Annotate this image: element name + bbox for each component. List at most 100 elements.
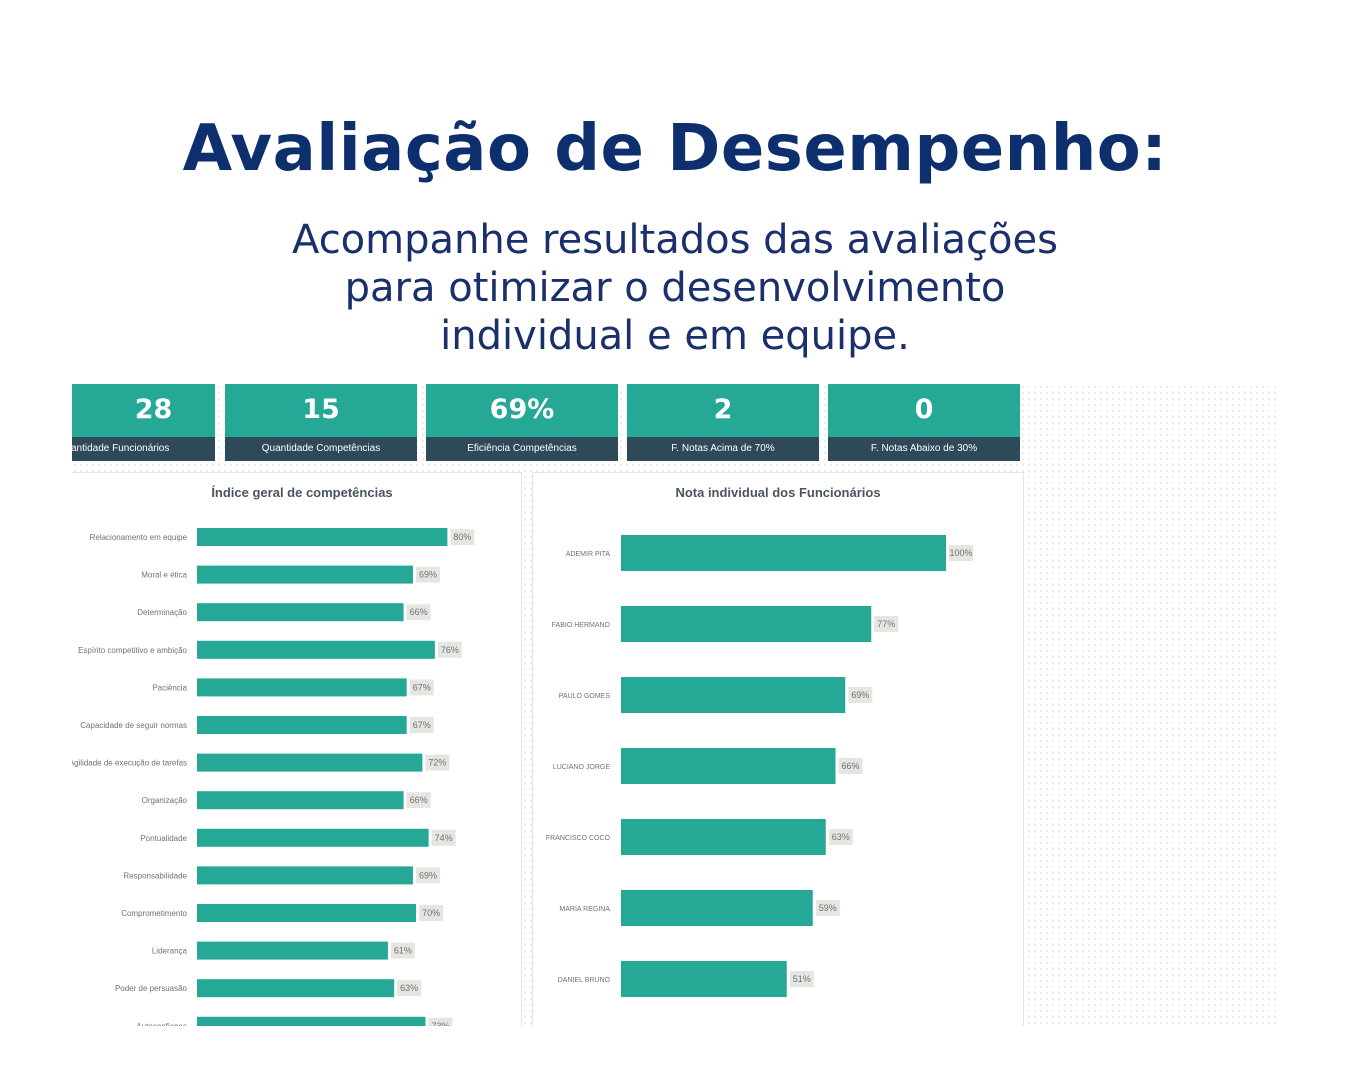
bar	[197, 866, 413, 885]
category-label: Espírito competitivo e ambição	[78, 646, 187, 655]
data-label-bg	[415, 566, 440, 583]
kpi-label: Eficiência Competências	[426, 437, 618, 461]
kpi-label: Quantidade Funcionários	[72, 437, 215, 461]
data-label: 74%	[435, 833, 453, 843]
data-label-bg	[437, 641, 462, 658]
data-label: 66%	[841, 761, 859, 771]
data-label: 80%	[453, 532, 471, 542]
data-label-bg	[949, 545, 973, 561]
category-label: Agilidade de execução de tarefas	[72, 759, 187, 768]
data-label-bg	[406, 604, 431, 621]
data-label-bg	[828, 829, 853, 845]
data-label: 69%	[419, 570, 437, 580]
kpi-label: Quantidade Competências	[225, 437, 417, 461]
bar	[197, 828, 429, 847]
data-label: 69%	[419, 870, 437, 880]
subtitle-line-2: para otimizar o desenvolvimento	[344, 265, 1006, 311]
kpi-value: 0	[914, 394, 934, 425]
dashboard-preview: 28 Quantidade Funcionários 15 Quantidade…	[72, 384, 1276, 1026]
data-label: 70%	[422, 908, 440, 918]
data-label-bg	[874, 616, 899, 632]
chart-title: Nota individual dos Funcionários	[675, 485, 881, 500]
data-label: 67%	[413, 720, 431, 730]
data-label: 72%	[428, 758, 446, 768]
category-label: DANIEL BRUNO	[558, 977, 611, 984]
category-label: Organização	[142, 796, 188, 805]
data-label-bg	[428, 1017, 453, 1026]
data-label: 69%	[851, 690, 869, 700]
data-label: 76%	[441, 645, 459, 655]
chart-title: Índice geral de competências	[211, 485, 393, 500]
category-label: Capacidade de seguir normas	[80, 721, 187, 730]
category-label: FRANCISCO COCO	[546, 835, 611, 842]
bar	[621, 819, 826, 855]
data-label-bg	[789, 971, 814, 987]
category-label: Paciência	[152, 683, 187, 692]
category-label: PAULO GOMES	[559, 693, 611, 700]
bar	[197, 716, 407, 734]
category-label: ADEMIR PITA	[566, 551, 611, 558]
data-label-bg	[848, 687, 873, 703]
bar	[197, 791, 404, 810]
bar	[621, 606, 872, 642]
kpi-card-above-70: 2 F. Notas Acima de 70%	[627, 384, 819, 461]
data-label-bg	[406, 792, 431, 809]
data-label-bg	[419, 905, 444, 921]
data-label-bg	[409, 717, 434, 733]
data-label: 63%	[400, 983, 418, 993]
data-label: 100%	[949, 548, 972, 558]
employee-scores-chart: Nota individual dos Funcionários ADEMIR …	[532, 472, 1024, 1026]
data-label: 66%	[410, 795, 428, 805]
data-label-bg	[415, 867, 440, 884]
bar	[621, 677, 846, 713]
data-label-bg	[425, 754, 450, 771]
subtitle-line-1: Acompanhe resultados das avaliações	[292, 217, 1058, 263]
category-label: FABIO HERMANO	[552, 622, 611, 629]
kpi-value: 28	[134, 394, 173, 425]
bar	[621, 535, 946, 571]
subtitle-line-3: individual e em equipe.	[440, 313, 910, 359]
kpi-value: 69%	[489, 394, 555, 425]
bar	[621, 961, 787, 997]
category-label: Pontualidade	[140, 834, 187, 843]
bar	[197, 979, 395, 998]
data-label-bg	[815, 900, 840, 916]
bar	[197, 603, 404, 622]
category-label: Liderança	[152, 947, 188, 956]
data-label: 63%	[832, 832, 850, 842]
kpi-card-efficiency: 69% Eficiência Competências	[426, 384, 618, 461]
kpi-label: F. Notas Abaixo de 30%	[828, 437, 1020, 461]
category-label: Relacionamento em equipe	[90, 533, 188, 542]
category-label: Autoconfiança	[136, 1022, 187, 1026]
kpi-value: 15	[302, 394, 340, 425]
kpi-label: F. Notas Acima de 70%	[627, 437, 819, 461]
data-label-bg	[450, 529, 475, 545]
category-label: MARIA REGINA	[559, 906, 610, 913]
data-label: 61%	[394, 946, 412, 956]
data-label: 66%	[410, 607, 428, 617]
category-label: Poder de persuasão	[115, 984, 188, 993]
bar	[197, 753, 423, 772]
bar	[197, 1016, 426, 1026]
data-label-bg	[409, 679, 434, 696]
data-label-bg	[838, 758, 863, 774]
data-label: 51%	[793, 974, 811, 984]
category-label: Comprometimento	[121, 909, 187, 918]
data-label: 59%	[819, 903, 837, 913]
competency-bars: Relacionamento em equipe 80% Moral e ética…	[72, 528, 475, 1026]
data-label: 77%	[877, 619, 895, 629]
bar	[621, 890, 813, 926]
data-label: 67%	[413, 682, 431, 692]
data-label-bg	[431, 829, 456, 846]
category-label: Determinação	[137, 608, 187, 617]
kpi-value: 2	[713, 394, 733, 425]
kpi-card-employees: 28 Quantidade Funcionários	[72, 384, 215, 461]
kpi-card-competencies: 15 Quantidade Competências	[225, 384, 417, 461]
category-label: LUCIANO JORGE	[553, 764, 611, 771]
category-label: Responsabilidade	[123, 871, 187, 880]
bar	[197, 565, 413, 584]
employee-bars: ADEMIR PITA 100% FABIO HERMANO 77% PAULO GOM…	[546, 535, 973, 997]
category-label: Moral e ética	[141, 571, 187, 580]
bar	[197, 528, 448, 546]
page-title: Avaliação de Desempenho:	[182, 112, 1168, 186]
